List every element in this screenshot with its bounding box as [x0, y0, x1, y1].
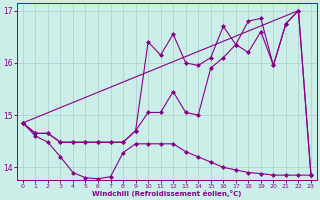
- X-axis label: Windchill (Refroidissement éolien,°C): Windchill (Refroidissement éolien,°C): [92, 190, 242, 197]
